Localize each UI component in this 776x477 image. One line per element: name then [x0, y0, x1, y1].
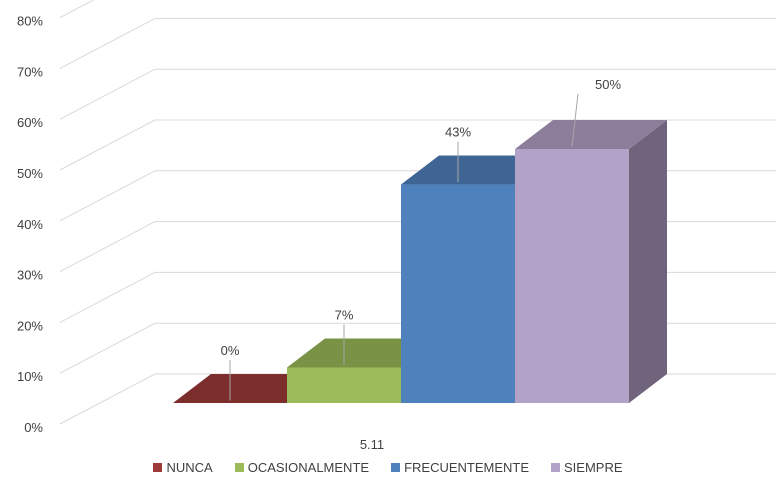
legend-swatch [551, 462, 561, 472]
bar-front [287, 367, 401, 403]
legend-label: OCASIONALMENTE [247, 459, 370, 475]
data-label-siempre: 50% [595, 77, 621, 92]
data-label-ocasionalmente: 7% [335, 307, 354, 322]
y-tick-label: 70% [17, 64, 43, 79]
legend-swatch [153, 462, 163, 472]
legend-label: NUNCA [166, 459, 213, 475]
legend-swatch [234, 462, 244, 472]
legend-item-siempre: SIEMPRE [551, 460, 623, 475]
data-label-frecuentemente: 43% [445, 125, 471, 140]
gridline-diagonal [59, 17, 156, 69]
y-tick-label: 50% [17, 166, 43, 181]
legend-label: FRECUENTEMENTE [404, 459, 530, 475]
y-tick-label: 0% [24, 420, 43, 435]
y-tick-label: 40% [17, 217, 43, 232]
y-tick-label: 30% [17, 268, 43, 283]
legend: NUNCA OCASIONALMENTE FRECUENTEMENTE SIEMPRE [0, 458, 776, 476]
data-labels: 0% 7% 43% 50% [221, 77, 621, 401]
bars [173, 120, 667, 403]
legend-item-frecuentemente: FRECUENTEMENTE [391, 460, 529, 475]
y-axis-ticks: 0% 10% 20% 30% 40% 50% 60% 70% 80% [17, 14, 43, 435]
y-tick-label: 80% [17, 14, 43, 29]
gridline-diagonal [59, 373, 156, 425]
bar-top [515, 120, 667, 149]
category-label: 5.11 [360, 437, 384, 452]
gridline-diagonal [59, 322, 156, 374]
y-tick-label: 60% [17, 115, 43, 130]
data-label-nunca: 0% [221, 343, 240, 358]
bar-front [401, 184, 515, 403]
bar-siempre [515, 120, 667, 403]
gridline-diagonal [59, 119, 156, 171]
legend-item-ocasionalmente: OCASIONALMENTE [234, 459, 370, 475]
leader-line [571, 93, 579, 147]
legend-swatch [391, 462, 401, 472]
legend-item-nunca: NUNCA [153, 459, 213, 475]
y-tick-label: 20% [17, 318, 43, 333]
y-tick-label: 10% [17, 369, 43, 384]
bar-side [629, 120, 667, 403]
gridline-diagonal [59, 68, 156, 120]
gridline-diagonal [59, 170, 156, 222]
gridline-diagonal [59, 221, 156, 273]
gridline-diagonal [59, 0, 95, 19]
legend-label: SIEMPRE [564, 459, 623, 475]
gridline-diagonal [59, 271, 156, 323]
bar-front [515, 149, 629, 403]
